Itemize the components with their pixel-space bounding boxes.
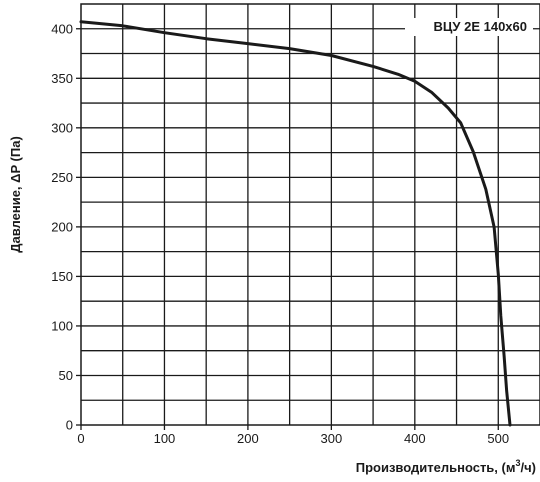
x-tick-label: 0 — [77, 431, 84, 446]
x-tick-label: 100 — [154, 431, 176, 446]
legend-box — [405, 18, 533, 36]
legend: ВЦУ 2Е 140х60 — [405, 18, 533, 36]
y-tick-label: 100 — [51, 318, 73, 333]
x-axis-title: Производительность, (м3/ч) — [356, 458, 536, 475]
y-tick-label: 300 — [51, 120, 73, 135]
y-axis-ticks: 0 50 100 150 200 250 300 350 400 — [51, 21, 81, 433]
y-tick-label: 250 — [51, 170, 73, 185]
y-tick-label: 0 — [66, 418, 73, 433]
y-tick-label: 150 — [51, 269, 73, 284]
x-tick-label: 200 — [237, 431, 259, 446]
grid — [81, 4, 540, 425]
y-tick-label: 400 — [51, 21, 73, 36]
y-axis-title: Давление, ΔP (Па) — [8, 136, 23, 253]
x-axis-ticks: 0 100 200 300 400 500 — [77, 425, 509, 446]
y-tick-label: 350 — [51, 71, 73, 86]
y-tick-label: 200 — [51, 219, 73, 234]
x-tick-label: 500 — [487, 431, 509, 446]
x-tick-label: 400 — [404, 431, 426, 446]
legend-label: ВЦУ 2Е 140х60 — [434, 19, 527, 34]
plot-frame — [80, 3, 540, 426]
x-tick-label: 300 — [321, 431, 343, 446]
series-line — [79, 20, 512, 427]
y-tick-label: 50 — [59, 368, 73, 383]
